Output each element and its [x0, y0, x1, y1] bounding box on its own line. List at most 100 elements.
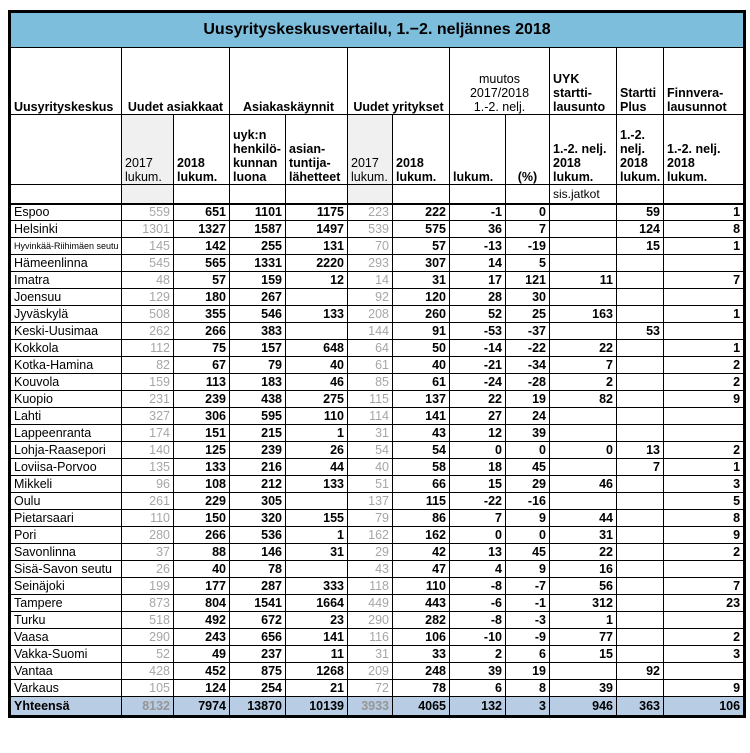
- data-cell: 1301: [121, 220, 174, 238]
- data-cell: 110: [285, 407, 348, 425]
- data-cell: 23: [285, 611, 348, 629]
- data-cell: 133: [173, 458, 230, 476]
- data-cell: 595: [229, 407, 286, 425]
- data-cell: 43: [347, 560, 393, 578]
- data-cell: 31: [392, 271, 450, 289]
- data-cell: 58: [392, 458, 450, 476]
- data-cell: 11: [285, 645, 348, 663]
- table-row: Mikkeli 96 108 212 133 51 66 15 29 46 3: [9, 475, 746, 493]
- data-cell: 25: [505, 305, 550, 323]
- table-row: Kotka-Hamina 82 67 79 40 61 40 -21 -34 7 2: [9, 356, 746, 374]
- data-cell: 651: [173, 202, 230, 221]
- row-label: Keski-Uusimaa: [9, 322, 122, 340]
- data-cell: 9: [662, 679, 746, 697]
- data-cell: 26: [121, 560, 174, 578]
- data-cell: -7: [505, 577, 550, 595]
- data-cell: 19: [505, 662, 550, 680]
- data-cell: 287: [229, 577, 286, 595]
- row-label: Mikkeli: [9, 475, 122, 493]
- row-label: Kouvola: [9, 373, 122, 391]
- data-cell: [662, 322, 746, 340]
- data-cell: 11: [549, 271, 617, 289]
- data-cell: 51: [347, 475, 393, 493]
- data-cell: 1175: [285, 202, 348, 221]
- row-label: Helsinki: [9, 220, 122, 238]
- data-cell: 13: [616, 441, 664, 459]
- data-cell: 115: [347, 390, 393, 408]
- note-cell-shaded: [347, 184, 393, 204]
- row-label: Tampere: [9, 594, 122, 612]
- data-cell: 2: [662, 543, 746, 561]
- data-cell: [662, 424, 746, 442]
- row-label: Turku: [9, 611, 122, 629]
- data-cell: 39: [505, 424, 550, 442]
- data-cell: 133: [285, 475, 348, 493]
- data-cell: 110: [392, 577, 450, 595]
- data-cell: 46: [549, 475, 617, 493]
- total-cell: 7974: [173, 696, 230, 717]
- data-cell: 873: [121, 594, 174, 612]
- data-cell: 40: [392, 356, 450, 374]
- row-label: Varkaus: [9, 679, 122, 697]
- note-cell-empty: [173, 184, 230, 204]
- data-cell: 45: [505, 458, 550, 476]
- data-cell: [616, 679, 664, 697]
- sub-header-finnvera-nelj: 1.-2. nelj. 2018 lukum.: [662, 114, 746, 185]
- data-cell: 443: [392, 594, 450, 612]
- table-row: Vakka-Suomi 52 49 237 11 31 33 2 6 15 3: [9, 645, 746, 663]
- data-cell: 9: [505, 509, 550, 527]
- table-row: Espoo 559 651 1101 1175 223 222 -1 0 59 1: [9, 202, 746, 221]
- data-cell: 26: [285, 441, 348, 459]
- data-cell: 212: [229, 475, 286, 493]
- data-cell: 115: [392, 492, 450, 510]
- data-cell: [662, 254, 746, 272]
- data-cell: 1: [549, 611, 617, 629]
- data-cell: 85: [347, 373, 393, 391]
- table-row: Lahti 327 306 595 110 114 141 27 24: [9, 407, 746, 425]
- data-cell: 92: [347, 288, 393, 306]
- sub-header-lukum: lukum.: [449, 114, 506, 185]
- data-cell: [616, 594, 664, 612]
- sub-header-2018-asiakkaat: 2018 lukum.: [173, 114, 230, 185]
- data-cell: [616, 390, 664, 408]
- data-cell: 275: [285, 390, 348, 408]
- data-cell: 13: [449, 543, 506, 561]
- data-cell: [616, 611, 664, 629]
- data-cell: 1: [662, 202, 746, 221]
- data-cell: 12: [285, 271, 348, 289]
- data-cell: 9: [505, 560, 550, 578]
- data-cell: 163: [549, 305, 617, 323]
- data-cell: [285, 492, 348, 510]
- data-cell: 28: [449, 288, 506, 306]
- row-label: Lohja-Raasepori: [9, 441, 122, 459]
- data-cell: 1: [662, 339, 746, 357]
- data-cell: 155: [285, 509, 348, 527]
- sub-header-2017-asiakkaat: 2017 lukum.: [121, 114, 174, 185]
- data-cell: 124: [616, 220, 664, 238]
- data-cell: -37: [505, 322, 550, 340]
- data-cell: 8: [662, 220, 746, 238]
- data-cell: 239: [173, 390, 230, 408]
- data-cell: 260: [392, 305, 450, 323]
- table-row: Kokkola 112 75 157 648 64 50 -14 -22 22 1: [9, 339, 746, 357]
- data-cell: -16: [505, 492, 550, 510]
- data-cell: 31: [285, 543, 348, 561]
- data-cell: 92: [616, 662, 664, 680]
- data-cell: 4: [449, 560, 506, 578]
- data-cell: 8: [662, 509, 746, 527]
- data-cell: [285, 322, 348, 340]
- data-cell: 144: [347, 322, 393, 340]
- data-cell: 150: [173, 509, 230, 527]
- group-header-asiakaskaynnit: Asiakaskäynnit: [229, 47, 348, 115]
- data-cell: [549, 407, 617, 425]
- data-cell: 17: [449, 271, 506, 289]
- data-cell: 52: [121, 645, 174, 663]
- data-cell: 222: [392, 202, 450, 221]
- data-cell: [616, 288, 664, 306]
- data-cell: 180: [173, 288, 230, 306]
- row-label: Vantaa: [9, 662, 122, 680]
- data-cell: 2: [662, 441, 746, 459]
- data-cell: 2220: [285, 254, 348, 272]
- data-cell: 383: [229, 322, 286, 340]
- data-cell: 42: [392, 543, 450, 561]
